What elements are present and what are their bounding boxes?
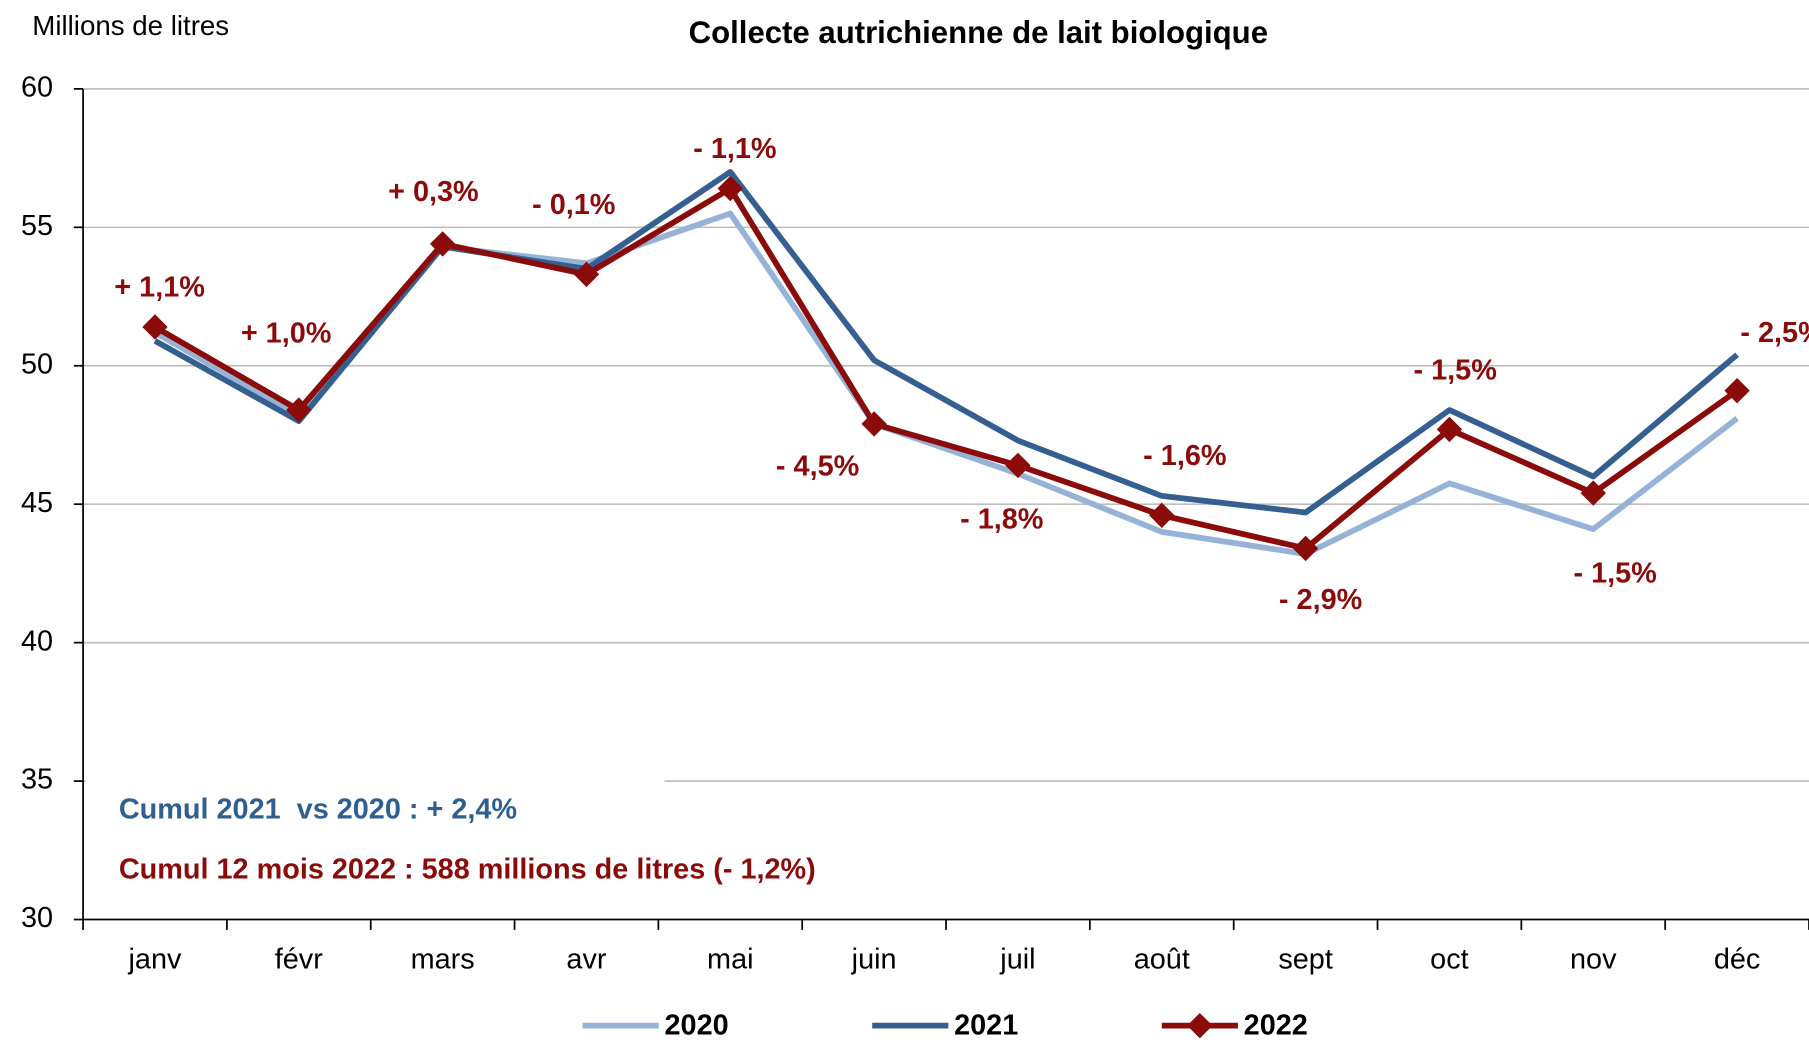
data-point (1149, 502, 1175, 528)
data-point (1436, 416, 1463, 443)
data-point (573, 261, 600, 288)
y-tick-label: 50 (21, 348, 53, 380)
note: Cumul 2021 vs 2020 : + 2,4% (119, 794, 517, 826)
legend-label: 2022 (1244, 1009, 1308, 1041)
x-tick-label: nov (1570, 944, 1617, 976)
data-label: - 1,8% (960, 503, 1043, 535)
chart-title: Collecte autrichienne de lait biologique (689, 15, 1268, 50)
data-label: - 1,1% (693, 133, 776, 165)
data-label: - 1,5% (1414, 354, 1497, 386)
x-tick-label: mai (707, 944, 753, 976)
data-point (1005, 452, 1031, 479)
y-axis-label: Millions de litres (32, 10, 229, 41)
series-line (153, 210, 1739, 557)
data-label: - 0,1% (532, 189, 615, 221)
y-tick-label: 35 (21, 764, 53, 796)
legend-label: 2020 (665, 1009, 729, 1041)
data-label: + 1,0% (241, 318, 332, 350)
data-label: - 2,5% (1740, 317, 1809, 349)
x-tick-label: août (1134, 944, 1190, 976)
legend-label: 2021 (954, 1009, 1018, 1041)
x-tick-label: déc (1714, 944, 1760, 976)
data-label: - 4,5% (776, 450, 859, 482)
x-tick-label: oct (1430, 944, 1468, 976)
y-tick-label: 40 (21, 625, 53, 657)
x-tick-label: févr (275, 944, 323, 976)
x-tick-label: janv (128, 944, 182, 976)
data-label: + 0,3% (388, 176, 479, 208)
x-tick-label: avr (566, 944, 606, 976)
x-tick-label: sept (1278, 944, 1333, 976)
legend-marker (1187, 1012, 1213, 1039)
data-label: - 2,9% (1279, 584, 1362, 616)
notes-background (85, 761, 665, 912)
note: Cumul 12 mois 2022 : 588 millions de lit… (119, 854, 816, 886)
series-line (153, 169, 1739, 516)
x-tick-label: mars (411, 944, 475, 976)
data-label: - 1,6% (1143, 440, 1226, 472)
x-tick-label: juin (851, 944, 897, 976)
data-label: - 1,5% (1574, 558, 1657, 590)
series-line (153, 185, 1739, 552)
data-label: + 1,1% (114, 272, 205, 304)
x-tick-label: juil (999, 944, 1035, 976)
y-tick-label: 55 (21, 210, 53, 242)
y-tick-label: 45 (21, 487, 53, 519)
data-point (1580, 480, 1606, 506)
y-tick-label: 30 (21, 902, 53, 934)
y-tick-label: 60 (21, 71, 53, 103)
data-point (1724, 377, 1750, 404)
